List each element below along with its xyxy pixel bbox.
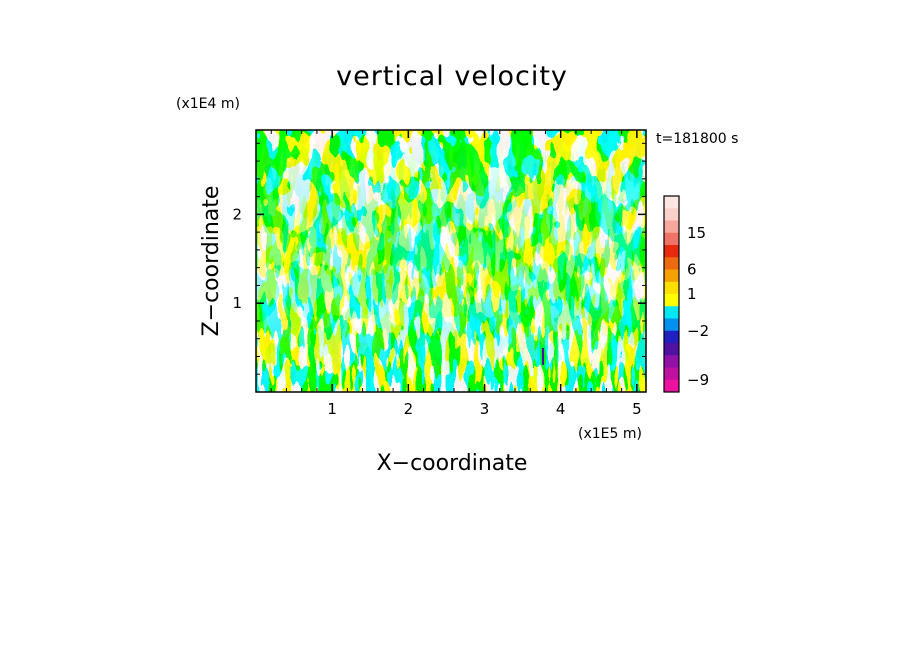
velocity-field (256, 130, 646, 392)
colorbar-segment (664, 269, 679, 283)
field-pattern-lower (256, 130, 646, 392)
colorbar-label: −9 (687, 371, 709, 389)
colorbar-segment (664, 208, 679, 221)
colorbar-segment (664, 294, 679, 307)
x-tick-label: 5 (632, 400, 642, 418)
x-unit-label: (x1E5 m) (578, 426, 642, 442)
colorbar-segment (664, 232, 679, 246)
x-tick-label: 3 (480, 400, 490, 418)
colorbar: 15 6 1 −2 −9 (663, 195, 709, 393)
colorbar-segment (664, 245, 679, 258)
x-tick-label: 4 (556, 400, 566, 418)
colorbar-segment (664, 318, 679, 332)
y-unit-label: (x1E4 m) (176, 96, 240, 112)
colorbar-segment (664, 330, 679, 344)
chart-title: vertical velocity (336, 61, 568, 92)
colorbar-label: 1 (687, 285, 697, 303)
colorbar-segment (664, 355, 679, 368)
x-axis-label: X−coordinate (377, 451, 528, 476)
colorbar-label: −2 (687, 322, 709, 340)
colorbar-segment (664, 343, 679, 356)
x-tick-label: 1 (327, 400, 337, 418)
colorbar-segment (664, 196, 679, 209)
colorbar-frame (663, 195, 680, 393)
time-label: t=181800 s (656, 131, 738, 147)
colorbar-segment (664, 257, 679, 270)
plot-frame (255, 129, 647, 393)
y-axis-label: Z−coordinate (199, 186, 224, 337)
colorbar-segment (664, 306, 679, 319)
colorbar-segment (664, 220, 679, 234)
axis-ticks: 1 2 3 4 5 1 2 (232, 130, 646, 418)
colorbar-segment (664, 379, 679, 393)
x-tick-label: 2 (404, 400, 414, 418)
colorbar-label: 6 (687, 261, 697, 279)
y-tick-label: 1 (232, 294, 242, 312)
y-tick-label: 2 (232, 205, 242, 223)
colorbar-segment (664, 281, 679, 295)
colorbar-segment (664, 367, 679, 381)
colorbar-label: 15 (687, 224, 706, 242)
